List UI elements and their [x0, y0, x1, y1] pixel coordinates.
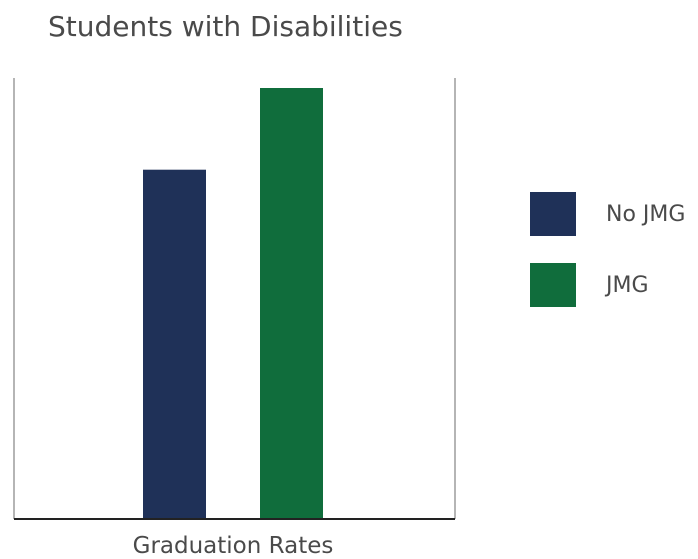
legend-swatch-no-jmg — [530, 192, 576, 236]
chart-title: Students with Disabilities — [48, 10, 403, 43]
legend-item-no-jmg: No JMG — [530, 192, 685, 236]
x-axis-label: Graduation Rates — [132, 533, 334, 559]
legend-swatch-jmg — [530, 263, 576, 307]
legend-label-no-jmg: No JMG — [606, 201, 686, 227]
legend-label-jmg: JMG — [606, 272, 649, 298]
legend-item-jmg: JMG — [530, 263, 649, 307]
bars-group — [143, 88, 323, 518]
bar-no-jmg — [143, 169, 206, 518]
chart-plot-area — [13, 78, 456, 520]
bar-jmg — [260, 88, 323, 518]
